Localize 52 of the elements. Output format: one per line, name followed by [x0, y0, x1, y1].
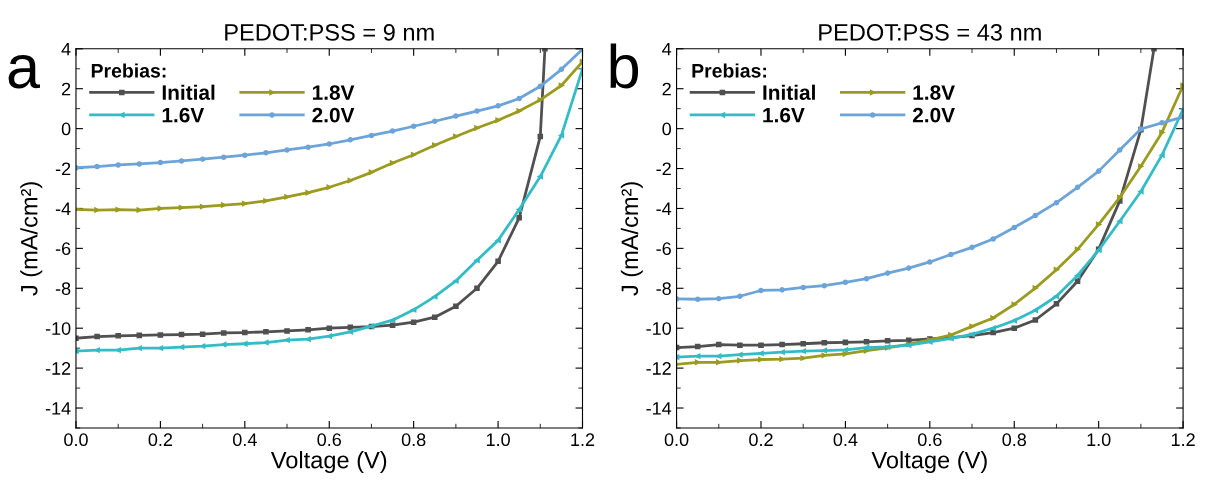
legend-label: 1.6V	[763, 107, 805, 123]
y-tick-label: -12	[646, 362, 671, 375]
x-tick-label: 1.2	[1171, 433, 1195, 446]
y-axis-title: J (mA/cm²)	[620, 182, 643, 296]
y-tick-label: -4	[55, 202, 71, 215]
x-tick-label: 1.2	[571, 433, 595, 446]
y-tick-label: -14	[45, 402, 71, 415]
y-tick-label: -2	[55, 162, 71, 176]
y-tick-label: 2	[662, 82, 671, 96]
x-axis-title: Voltage (V)	[270, 451, 387, 474]
legend-label: 2.0V	[912, 107, 955, 123]
legend-label: Initial	[763, 84, 815, 100]
x-axis-title: Voltage (V)	[871, 451, 987, 474]
legend-title: Prebias:	[91, 63, 166, 78]
y-tick-label: 4	[61, 42, 71, 56]
text: b	[610, 43, 639, 89]
text: a	[8, 54, 41, 89]
y-tick-label: 4	[662, 42, 672, 56]
y-axis-title: J (mA/cm²)	[20, 182, 43, 296]
chart-title: PEDOT:PSS = 43 nm	[819, 23, 1041, 41]
x-tick-label: 1.0	[486, 433, 510, 447]
y-tick-label: -14	[646, 402, 672, 415]
x-tick-label: 0.6	[917, 433, 942, 447]
y-tick-label: 2	[61, 82, 71, 96]
x-tick-label: 0.2	[148, 433, 173, 447]
y-tick-label: 0	[61, 122, 71, 136]
legend-label: 2.0V	[312, 107, 355, 123]
x-tick-label: 0.4	[232, 433, 257, 447]
legend-label: 1.8V	[913, 85, 955, 100]
chart-title: PEDOT:PSS = 9 nm	[225, 23, 434, 41]
y-tick-label: -10	[646, 322, 671, 335]
legend-label: 1.8V	[312, 85, 355, 100]
x-tick-label: 0.6	[317, 433, 341, 447]
y-tick-label: -10	[45, 322, 71, 335]
y-tick-label: -8	[656, 282, 671, 295]
x-tick-label: 0.0	[664, 433, 689, 447]
y-tick-label: -4	[656, 202, 672, 215]
y-tick-label: -12	[45, 362, 71, 375]
x-tick-label: 0.4	[833, 433, 858, 447]
y-tick-label: -2	[656, 162, 671, 176]
x-tick-label: 0.8	[1002, 433, 1027, 447]
legend-label: Initial	[162, 84, 215, 100]
y-tick-label: -6	[55, 242, 71, 256]
legend-title: Prebias:	[692, 63, 767, 78]
y-tick-label: 0	[662, 122, 671, 136]
x-tick-label: 0.0	[64, 433, 88, 447]
x-tick-label: 1.0	[1087, 433, 1111, 447]
x-tick-label: 0.8	[401, 433, 426, 447]
y-tick-label: -6	[656, 242, 671, 256]
legend-label: 1.6V	[162, 107, 205, 123]
y-tick-label: -8	[55, 282, 71, 295]
x-tick-label: 0.2	[749, 433, 773, 447]
